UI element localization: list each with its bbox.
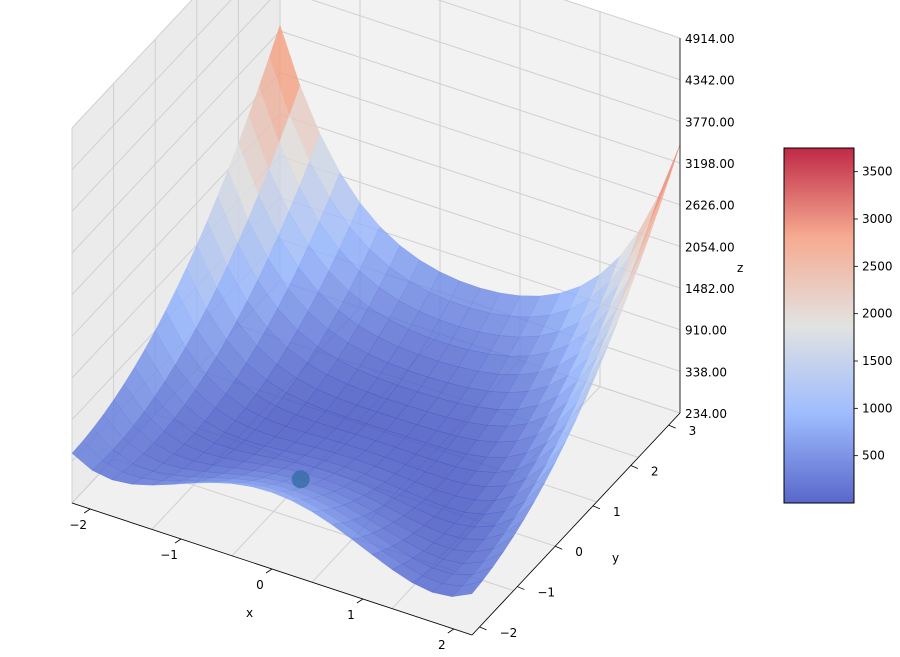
y-axis-label: y bbox=[612, 551, 619, 565]
x-tick-label: 1 bbox=[347, 608, 355, 622]
z-tick-label: 910.00 bbox=[685, 324, 727, 338]
x-tick bbox=[356, 598, 364, 604]
y-axis-line bbox=[471, 412, 681, 636]
x-tick-label: 0 bbox=[256, 578, 264, 592]
x-axis-label: x bbox=[246, 606, 253, 620]
colorbar-tick-label: 3000 bbox=[862, 212, 893, 226]
z-tick-label: 338.00 bbox=[685, 365, 727, 379]
y-tick-label: −2 bbox=[500, 626, 518, 640]
surface-mesh bbox=[71, 24, 681, 597]
x-tick-label: 2 bbox=[438, 638, 446, 652]
y-tick bbox=[630, 465, 638, 469]
x-tick-label: −1 bbox=[160, 548, 178, 562]
colorbar-gradient bbox=[783, 147, 855, 504]
x-tick bbox=[447, 628, 455, 634]
z-tick-label: 3770.00 bbox=[685, 115, 735, 129]
y-tick bbox=[668, 424, 676, 429]
y-tick bbox=[479, 626, 487, 631]
x-tick bbox=[174, 538, 182, 544]
colorbar-tick-label: 1500 bbox=[862, 354, 893, 368]
grid-line bbox=[71, 0, 681, 129]
minimum-point-marker bbox=[291, 470, 310, 489]
y-tick-label: 2 bbox=[651, 464, 659, 478]
y-tick-label: 1 bbox=[613, 505, 621, 519]
z-axis-label: z bbox=[737, 261, 743, 275]
z-tick-label: 3198.00 bbox=[685, 157, 735, 171]
y-tick-label: −1 bbox=[537, 586, 555, 600]
z-tick-label: 4914.00 bbox=[685, 32, 735, 46]
z-tick-label: 234.00 bbox=[685, 407, 727, 421]
colorbar-tick-label: 500 bbox=[862, 449, 885, 463]
colorbar-tick-label: 3500 bbox=[862, 165, 893, 179]
x-tick bbox=[265, 568, 273, 574]
grid-line bbox=[71, 0, 681, 171]
colorbar-tick-label: 1000 bbox=[862, 401, 893, 415]
surface-facet bbox=[451, 580, 483, 597]
y-tick-label: 0 bbox=[575, 545, 583, 559]
tick-labels: −2 −1 0 1 2 −2 −1 0 1 2 3 234.00 338.00 910.00 1482.00… bbox=[69, 32, 734, 652]
colorbar-tick-label: 2500 bbox=[862, 259, 893, 273]
y-tick bbox=[517, 586, 525, 590]
colorbar: 500 1000 1500 2000 2500 3000 3500 bbox=[783, 147, 893, 504]
z-tick-label: 1482.00 bbox=[685, 282, 735, 296]
z-tick-label: 4342.00 bbox=[685, 74, 735, 88]
z-tick-label: 2054.00 bbox=[685, 240, 735, 254]
colorbar-tick-label: 2000 bbox=[862, 307, 893, 321]
y-tick bbox=[555, 545, 563, 550]
marker-layer bbox=[291, 470, 310, 489]
x-tick-label: −2 bbox=[69, 518, 87, 532]
y-tick bbox=[592, 505, 601, 510]
y-tick-label: 3 bbox=[689, 424, 697, 438]
z-tick-label: 2626.00 bbox=[685, 199, 735, 213]
grid-line bbox=[71, 0, 681, 212]
x-tick bbox=[83, 508, 91, 514]
